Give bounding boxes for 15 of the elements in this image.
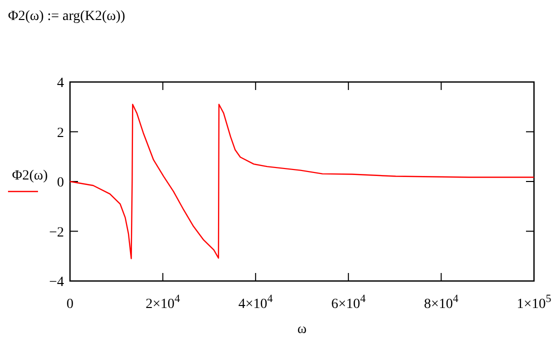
y-tick-label: −2 [49,225,64,240]
x-tick-label: 8×10$^{4}$ [424,293,459,312]
y-tick-label: 2 [57,126,64,141]
series-label: Φ2(ω) [12,168,48,184]
x-tick-label: 6×10$^{4}$ [331,293,366,312]
x-axis-title: ω [297,322,307,337]
x-tick-label: 1×10$^{5}$ [516,293,552,312]
line-series [69,104,535,260]
x-tick-label: 0 [66,297,74,312]
y-tick-label: 4 [57,76,64,91]
x-tick-label: 4×10$^{4}$ [238,293,274,312]
y-tick-label: −4 [49,275,64,290]
x-tick-label: 2×10$^{4}$ [146,293,181,312]
chart-title: Φ2(ω) := arg(K2(ω)) [8,9,126,24]
y-tick-label: 0 [57,176,64,190]
